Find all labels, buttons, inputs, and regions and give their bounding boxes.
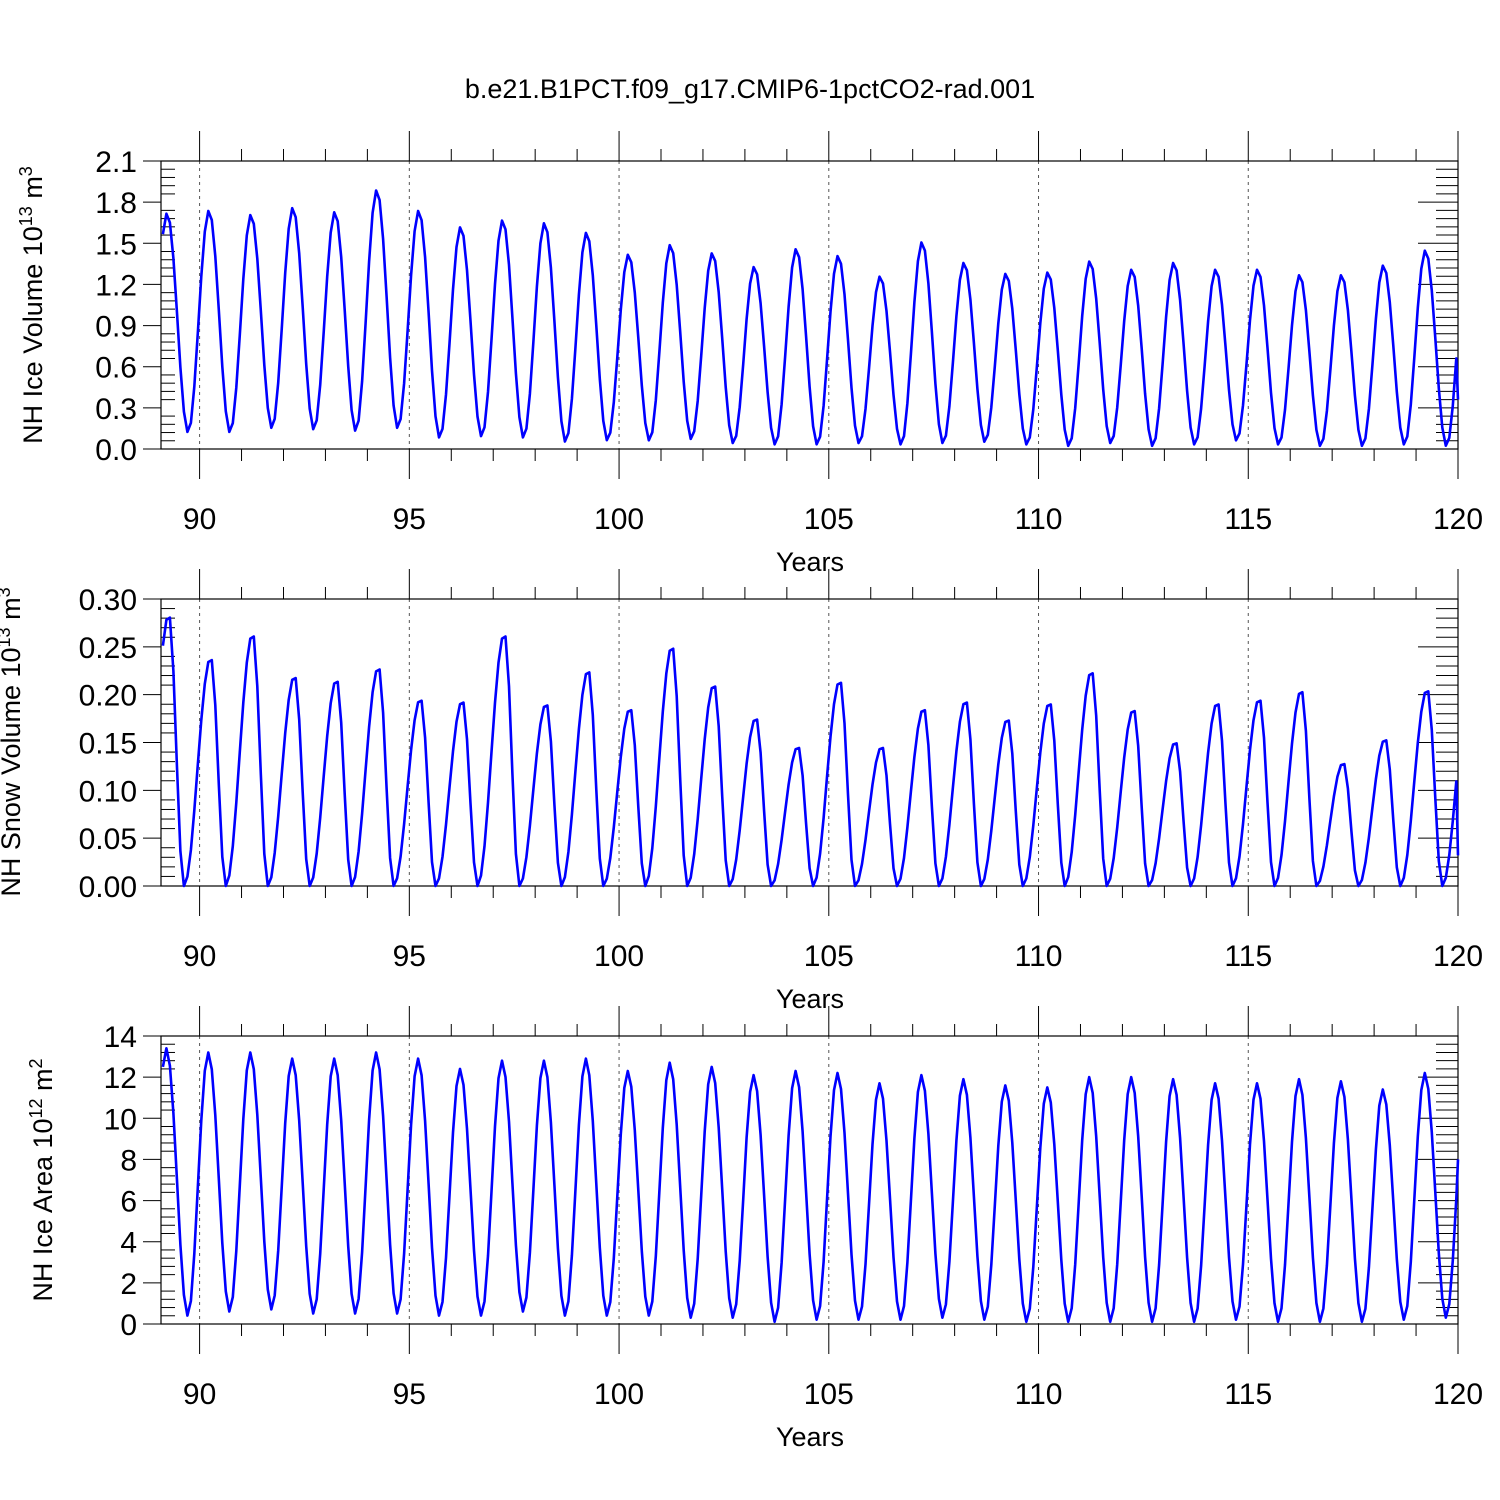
y-tick-label: 2.1 [95, 146, 137, 179]
y-tick-label: 2 [120, 1268, 137, 1301]
x-tick-label: 105 [804, 940, 854, 973]
x-tick-label: 115 [1224, 940, 1272, 973]
x-tick-label: 115 [1224, 1378, 1272, 1411]
x-tick-label: 105 [804, 503, 854, 536]
panel-ice-volume: NH Ice Volume 1013 m3 Years 90 95 100 105 11… [16, 131, 1483, 577]
x-tick-label: 110 [1015, 1378, 1063, 1411]
y-tick-label: 0.6 [95, 352, 137, 385]
plot-frame [160, 160, 1459, 450]
x-tick-label: 120 [1433, 503, 1483, 536]
y-tick-label: 0.15 [79, 728, 137, 761]
y-tick-label: 0.05 [79, 823, 137, 856]
x-tick-label: 95 [393, 503, 426, 536]
series-line [161, 189, 1460, 448]
y-tick-label: 6 [120, 1186, 137, 1219]
y-tick-label: 14 [104, 1021, 137, 1054]
y-tick-label: 10 [104, 1103, 137, 1136]
x-tick-label: 105 [804, 1378, 854, 1411]
x-tick-label: 120 [1433, 940, 1483, 973]
y-tick-label: 0.9 [95, 311, 137, 344]
panel-ice-area: NH Ice Area 1012 m2 Years 90 95 100 105 110 1… [26, 1006, 1483, 1452]
x-tick-label: 95 [393, 940, 426, 973]
series-line [161, 616, 1460, 888]
panel-snow-volume: NH Snow Volume 1013 m3 Years 90 95 100 105 1… [0, 569, 1483, 1014]
x-tick-label: 120 [1433, 1378, 1483, 1411]
x-tick-label: 100 [594, 1378, 644, 1411]
x-tick-label: 110 [1015, 940, 1063, 973]
y-axis-label: NH Ice Volume 1013 m3 [16, 166, 48, 444]
x-tick-label: 95 [393, 1378, 426, 1411]
x-tick-label: 100 [594, 503, 644, 536]
y-tick-label: 0.0 [95, 434, 137, 467]
y-tick-label: 0.10 [79, 775, 137, 808]
y-axis-label: NH Snow Volume 1013 m3 [0, 587, 26, 896]
x-tick-label: 110 [1015, 503, 1063, 536]
y-tick-label: 8 [120, 1144, 137, 1177]
x-tick-label: 90 [183, 1378, 216, 1411]
x-tick-label: 100 [594, 940, 644, 973]
x-axis-label: Years [776, 984, 844, 1014]
y-tick-label: 1.8 [95, 187, 137, 220]
y-tick-label: 1.2 [95, 269, 137, 302]
x-tick-label: 90 [183, 503, 216, 536]
x-axis-label: Years [776, 547, 844, 577]
x-tick-label: 115 [1224, 503, 1272, 536]
y-tick-label: 0.25 [79, 632, 137, 665]
y-axis-label: NH Ice Area 1012 m2 [26, 1058, 58, 1301]
y-tick-label: 0.20 [79, 680, 137, 713]
chart-title: b.e21.B1PCT.f09_g17.CMIP6-1pctCO2-rad.00… [465, 74, 1035, 104]
y-tick-label: 1.5 [95, 228, 137, 261]
x-axis-label: Years [776, 1422, 844, 1452]
y-tick-label: 12 [104, 1062, 137, 1095]
series-line [161, 1047, 1460, 1324]
y-tick-label: 0 [120, 1309, 137, 1342]
x-tick-label: 90 [183, 940, 216, 973]
plot-frame [160, 1035, 1459, 1325]
y-tick-label: 4 [120, 1227, 137, 1260]
y-tick-label: 0.30 [79, 584, 137, 617]
y-tick-label: 0.3 [95, 393, 137, 426]
y-tick-label: 0.00 [79, 871, 137, 904]
